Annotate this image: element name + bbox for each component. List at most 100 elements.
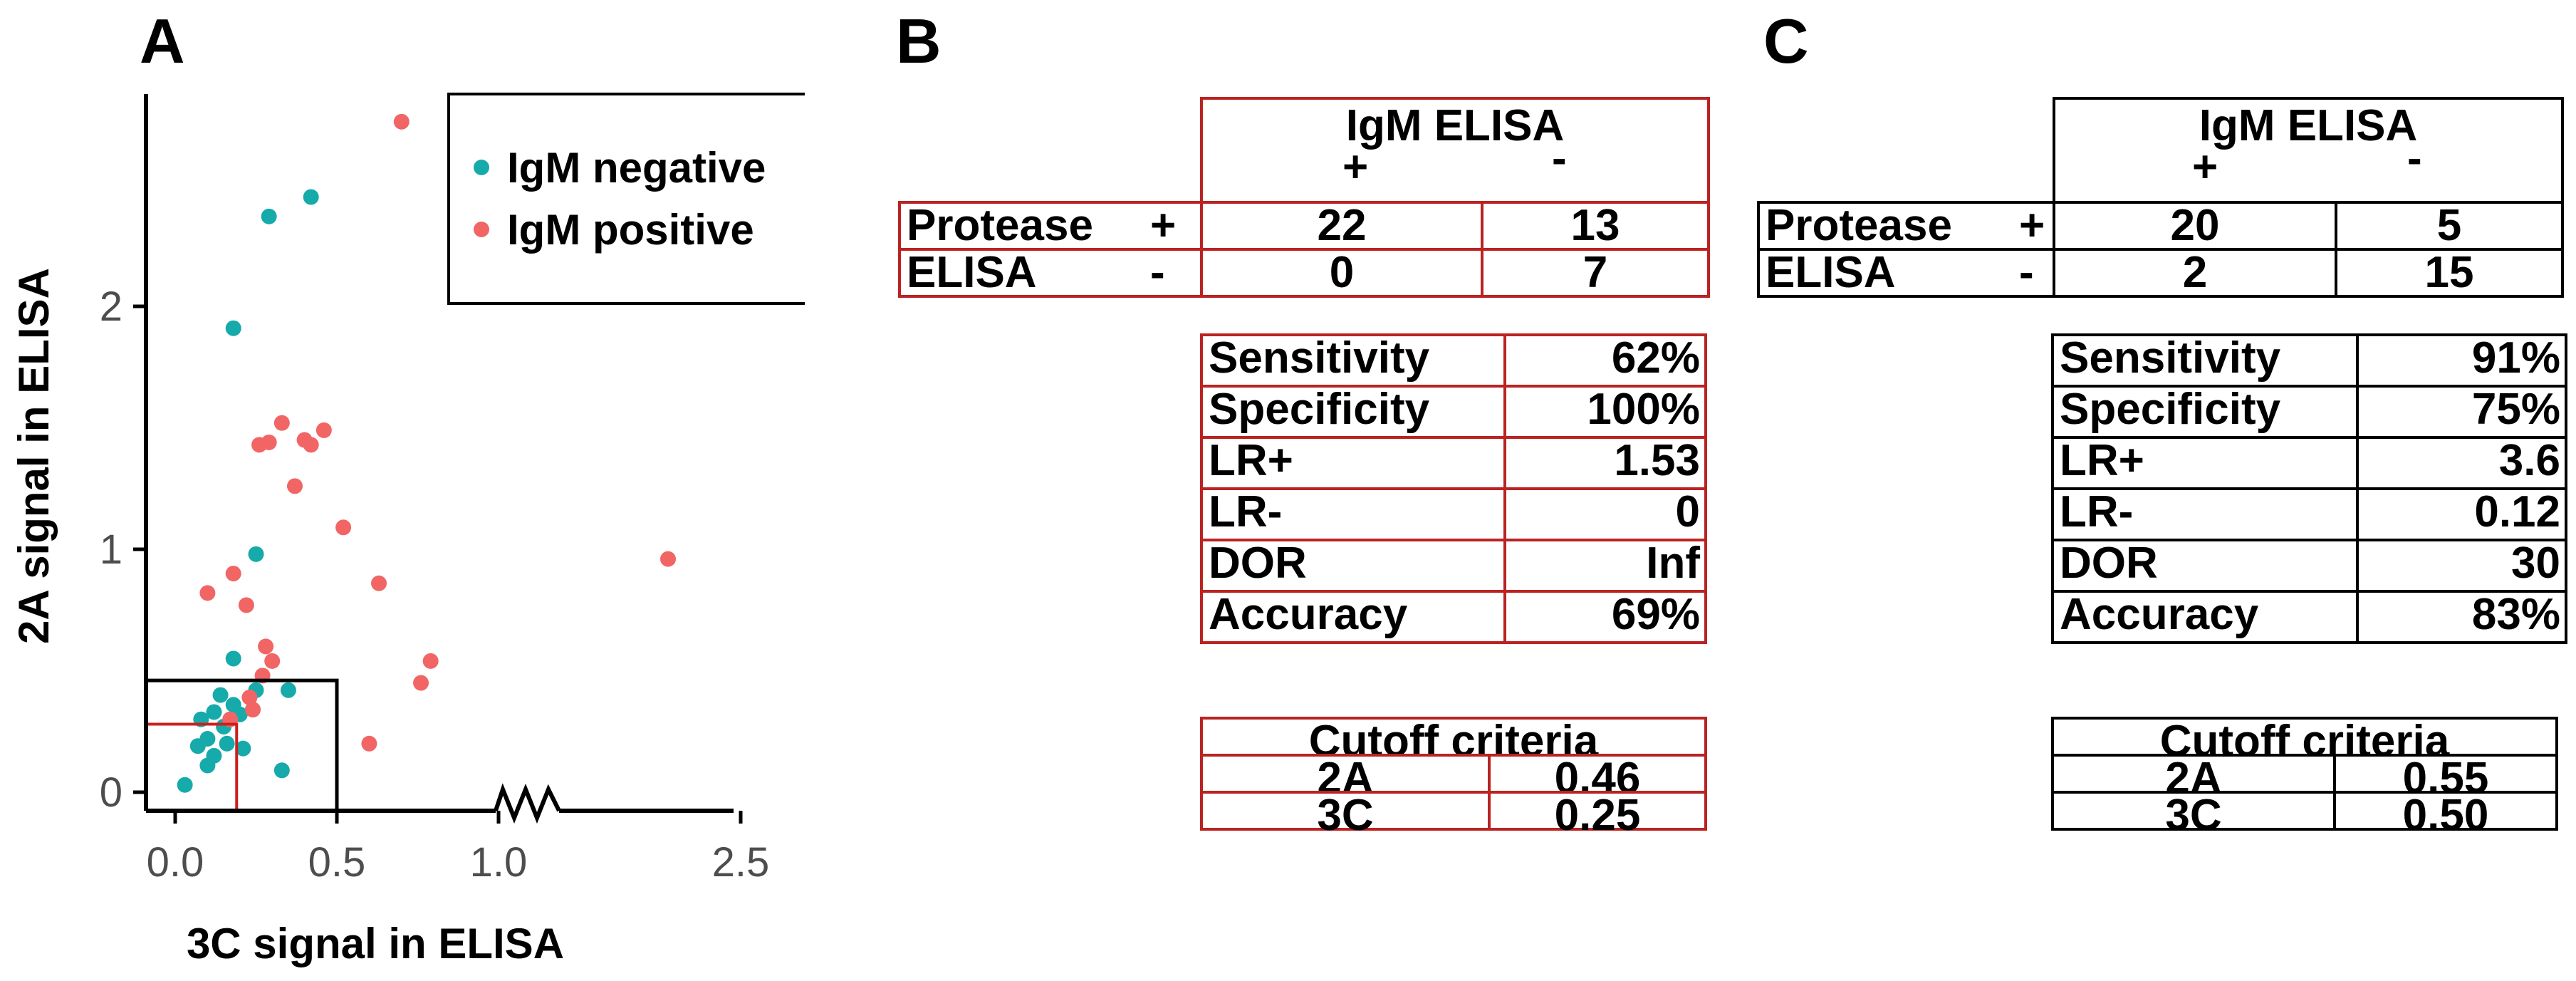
y-tick-label: 0 — [100, 769, 122, 816]
cutoff-label: 3C — [1200, 791, 1491, 838]
row-sign: - — [1150, 248, 1165, 297]
x-tick-label: 0.0 — [147, 839, 204, 886]
stat-label: LR- — [1200, 487, 1506, 541]
point-igm-negative — [248, 546, 264, 562]
stat-value: 83% — [2356, 590, 2567, 644]
point-igm-negative — [303, 189, 319, 205]
row-sign: + — [2019, 201, 2045, 250]
point-igm-negative — [225, 650, 241, 667]
stats-table-c: Sensitivity 91% Specificity 75% LR+ 3.6 LR- 0.1… — [2051, 333, 2567, 645]
point-igm-negative — [206, 704, 222, 720]
point-igm-negative — [219, 735, 235, 752]
stats-row: LR- 0.12 — [2051, 487, 2567, 541]
point-igm-positive — [660, 551, 676, 567]
point-igm-positive — [413, 675, 429, 691]
header-title: IgM ELISA — [1345, 101, 1565, 150]
header-cell: IgM ELISA + - — [1200, 97, 1710, 204]
point-igm-negative — [280, 682, 296, 698]
point-igm-negative — [177, 777, 193, 793]
count-cell: 20 — [2053, 201, 2337, 251]
point-igm-positive — [238, 597, 254, 613]
cutoff-row: 2A 0.55 — [2051, 754, 2558, 801]
legend-label-igm-positive: IgM positive — [507, 206, 754, 254]
stats-row: DOR 30 — [2051, 539, 2567, 593]
legend-label-igm-negative: IgM negative — [507, 144, 766, 192]
point-igm-negative — [235, 740, 251, 757]
stat-value: 1.53 — [1503, 436, 1707, 490]
cutoff-header-row: Cutoff criteria — [1200, 717, 1707, 764]
stat-label: LR+ — [1200, 436, 1506, 490]
point-igm-positive — [244, 702, 261, 718]
point-igm-positive — [264, 653, 281, 669]
stats-row: DOR Inf — [1200, 539, 1707, 593]
count-cell: 5 — [2335, 201, 2564, 251]
point-igm-positive — [241, 690, 258, 706]
table-row: Protease +20 5 — [1757, 201, 2565, 251]
stats-row: Specificity 100% — [1200, 385, 1707, 439]
point-igm-positive — [422, 653, 439, 669]
point-igm-positive — [371, 575, 387, 591]
table-row: Protease +22 13 — [898, 201, 1710, 251]
table-row: ELISA -0 7 — [898, 248, 1710, 298]
cutoff-table-b: Cutoff criteria 2A 0.46 3C 0.25 — [1200, 717, 1707, 838]
row-label: Protease — [1757, 201, 2055, 251]
stat-label: DOR — [2051, 539, 2359, 593]
panel-label-c: C — [1763, 6, 1809, 76]
point-igm-negative — [225, 320, 241, 336]
point-igm-negative — [189, 738, 206, 754]
stats-row: Accuracy 69% — [1200, 590, 1707, 644]
point-igm-negative — [212, 687, 229, 703]
stat-label: Accuracy — [1200, 590, 1506, 644]
stats-row: LR+ 1.53 — [1200, 436, 1707, 490]
stat-label: Specificity — [1200, 385, 1506, 439]
cutoff-value: 0.50 — [2333, 791, 2558, 838]
count-cell: 22 — [1200, 201, 1483, 251]
count-cell: 13 — [1481, 201, 1710, 251]
stat-label: LR- — [2051, 487, 2359, 541]
point-igm-positive — [335, 519, 352, 536]
contingency-table-c: IgM ELISA + - Protease +20 5 ELISA -2 15 — [1757, 97, 2565, 299]
legend-key-igm-negative — [474, 160, 489, 175]
x-tick-label: 1.0 — [470, 839, 528, 886]
panel-label-a: A — [140, 6, 185, 76]
stat-value: 62% — [1503, 333, 1707, 388]
point-igm-positive — [273, 415, 290, 431]
stat-value: 100% — [1503, 385, 1707, 439]
stats-row: LR+ 3.6 — [2051, 436, 2567, 490]
stat-label: DOR — [1200, 539, 1506, 593]
stat-label: Sensitivity — [2051, 333, 2359, 388]
contingency-table-b: IgM ELISA + - Protease +22 13 ELISA -0 7 — [898, 97, 1710, 299]
cutoff-value: 0.25 — [1488, 791, 1707, 838]
cutoff-value: 0.55 — [2333, 754, 2558, 801]
header-title: IgM ELISA — [2199, 101, 2418, 150]
count-cell: 7 — [1481, 248, 1710, 298]
row-label: ELISA — [1757, 248, 2055, 298]
stats-row: Specificity 75% — [2051, 385, 2567, 439]
table-row: ELISA -2 15 — [1757, 248, 2565, 298]
cutoff-label: 3C — [2051, 791, 2336, 838]
point-igm-positive — [225, 566, 241, 582]
stats-row: Sensitivity 62% — [1200, 333, 1707, 388]
cutoff-title: Cutoff criteria — [2051, 717, 2558, 764]
cutoff-header-row: Cutoff criteria — [2051, 717, 2558, 764]
stat-value: 3.6 — [2356, 436, 2567, 490]
row-sign: + — [1150, 201, 1177, 250]
count-cell: 0 — [1200, 248, 1483, 298]
header-cell: IgM ELISA + - — [2053, 97, 2564, 204]
x-axis-label: 3C signal in ELISA — [187, 920, 564, 967]
legend-key-igm-positive — [474, 222, 489, 237]
stat-value: 0 — [1503, 487, 1707, 541]
point-igm-positive — [261, 434, 277, 450]
y-tick-label: 2 — [100, 284, 122, 330]
cutoff-label: 2A — [1200, 754, 1491, 801]
cutoff-box-red — [146, 722, 239, 811]
cutoff-box-black — [146, 678, 339, 811]
stats-row: Accuracy 83% — [2051, 590, 2567, 644]
stats-row: LR- 0 — [1200, 487, 1707, 541]
cutoff-row: 2A 0.46 — [1200, 754, 1707, 801]
header-plus: + — [2192, 142, 2218, 192]
point-igm-positive — [303, 437, 319, 453]
header-plus: + — [1342, 142, 1369, 192]
stat-label: Specificity — [2051, 385, 2359, 439]
stat-value: 75% — [2356, 385, 2567, 439]
